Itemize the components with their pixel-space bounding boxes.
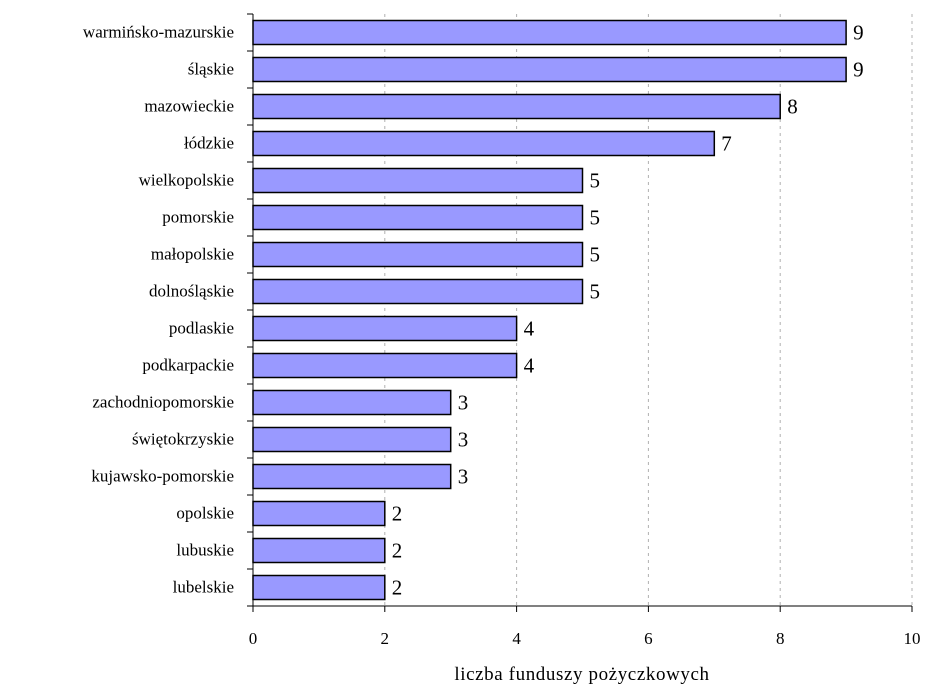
category-label: łódzkie bbox=[184, 134, 234, 153]
bar bbox=[252, 241, 584, 268]
bar bbox=[252, 130, 716, 157]
category-label: podkarpackie bbox=[142, 356, 234, 375]
bar bbox=[252, 463, 452, 490]
category-label: podlaskie bbox=[169, 319, 234, 338]
bar bbox=[252, 167, 584, 194]
category-label: lubelskie bbox=[173, 578, 234, 597]
value-label: 4 bbox=[524, 354, 535, 378]
bar bbox=[252, 574, 386, 601]
category-label: kujawsko-pomorskie bbox=[91, 467, 234, 486]
category-label: wielkopolskie bbox=[139, 171, 234, 190]
value-label: 3 bbox=[458, 465, 469, 489]
bar bbox=[252, 93, 781, 120]
bars bbox=[252, 19, 847, 601]
bar bbox=[252, 389, 452, 416]
category-label: świętokrzyskie bbox=[132, 430, 234, 449]
value-label: 3 bbox=[458, 391, 469, 415]
value-label: 9 bbox=[853, 21, 864, 45]
value-label: 8 bbox=[787, 95, 798, 119]
value-label: 2 bbox=[392, 539, 403, 563]
value-label: 5 bbox=[590, 280, 601, 304]
value-label: 3 bbox=[458, 428, 469, 452]
bar bbox=[252, 278, 584, 305]
bar bbox=[252, 204, 584, 231]
bar bbox=[252, 537, 386, 564]
value-labels: 9 9 8 7 5 5 5 5 4 4 3 3 3 2 2 2 bbox=[392, 21, 864, 600]
value-label: 5 bbox=[590, 243, 601, 267]
value-label: 2 bbox=[392, 502, 403, 526]
x-tick-label: 8 bbox=[776, 629, 785, 648]
bar bbox=[252, 56, 847, 83]
bar bbox=[252, 352, 518, 379]
category-label: śląskie bbox=[188, 60, 234, 79]
category-label: dolnośląskie bbox=[149, 282, 234, 301]
category-label: małopolskie bbox=[151, 245, 234, 264]
x-tick-label: 6 bbox=[644, 629, 653, 648]
value-label: 4 bbox=[524, 317, 535, 341]
value-label: 5 bbox=[590, 169, 601, 193]
bar bbox=[252, 500, 386, 527]
bar bbox=[252, 19, 847, 46]
x-tick-label: 2 bbox=[381, 629, 390, 648]
category-label: mazowieckie bbox=[144, 97, 234, 116]
value-label: 9 bbox=[853, 58, 864, 82]
category-labels: warmińsko-mazurskie śląskie mazowieckie łód… bbox=[83, 23, 234, 597]
x-tick-label: 10 bbox=[904, 629, 921, 648]
category-label: opolskie bbox=[176, 504, 234, 523]
value-label: 7 bbox=[721, 132, 732, 156]
axes bbox=[247, 13, 912, 607]
x-tick-label: 0 bbox=[249, 629, 258, 648]
x-axis-title: liczba funduszy pożyczkowych bbox=[454, 664, 709, 685]
category-label: zachodniopomorskie bbox=[92, 393, 234, 412]
x-tick-label: 4 bbox=[512, 629, 521, 648]
value-label: 2 bbox=[392, 576, 403, 600]
category-label: lubuskie bbox=[176, 541, 234, 560]
x-ticks: 0 2 4 6 8 10 bbox=[249, 606, 921, 648]
category-label: pomorskie bbox=[162, 208, 234, 227]
category-label: warmińsko-mazurskie bbox=[83, 23, 234, 42]
value-label: 5 bbox=[590, 206, 601, 230]
bar bbox=[252, 426, 452, 453]
bar bbox=[252, 315, 518, 342]
